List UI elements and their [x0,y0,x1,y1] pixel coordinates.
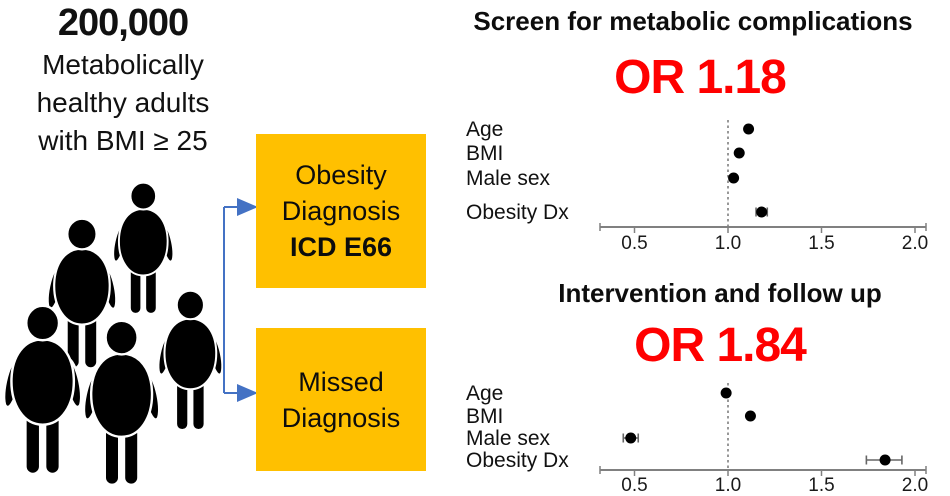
or-point [720,387,732,399]
box-line: Diagnosis [281,402,401,433]
or-point [733,147,745,159]
row-label: Age [466,382,503,405]
flow-arrows-icon [223,198,258,402]
or-point [744,410,756,422]
row-label: Male sex [466,167,551,190]
box-line: Diagnosis [281,196,401,226]
row-label: Age [466,118,503,141]
or-point [879,454,891,466]
or-point [625,432,637,444]
arrowhead-icon [237,198,258,216]
or-point [728,172,740,184]
axis-tick-label: 2.0 [902,475,928,496]
population-count: 200,000 [57,2,189,44]
row-label: Obesity Dx [466,449,569,472]
population-text-block: 200,000 Metabolically healthy adults wit… [0,0,246,160]
icd-code-label: ICD E66 [289,232,393,262]
row-label: Obesity Dx [466,201,569,224]
axis-tick-label: 0.5 [621,233,647,254]
axis-tick-label: 2.0 [902,233,928,254]
box-line: Obesity [295,160,387,190]
or-value-screen: OR 1.18 [614,51,787,104]
row-label: Male sex [466,427,551,450]
or-value-intervention: OR 1.84 [634,319,807,372]
panel-title-intervention: Intervention and follow up [558,278,882,308]
population-desc-line-3: with BMI ≥ 25 [38,125,208,156]
or-point [756,206,768,218]
row-label: BMI [466,405,503,428]
obese-person-icon [109,181,177,315]
axis-tick-label: 1.0 [715,233,741,254]
or-point [743,123,755,135]
population-desc-line-1: Metabolically [42,49,204,80]
obesity-diagnosis-box: Obesity Diagnosis ICD E66 [256,134,426,288]
missed-diagnosis-box: Missed Diagnosis [256,328,426,471]
arrowhead-icon [237,384,258,402]
box-line: Missed [298,366,384,397]
panel-title-screen: Screen for metabolic complications [473,6,913,36]
population-desc-line-2: healthy adults [36,87,210,118]
axis-tick-label: 0.5 [621,475,647,496]
row-label: BMI [466,142,503,165]
axis-tick-label: 1.0 [715,475,741,496]
axis-tick-label: 1.5 [808,475,834,496]
axis-tick-label: 1.5 [808,233,834,254]
